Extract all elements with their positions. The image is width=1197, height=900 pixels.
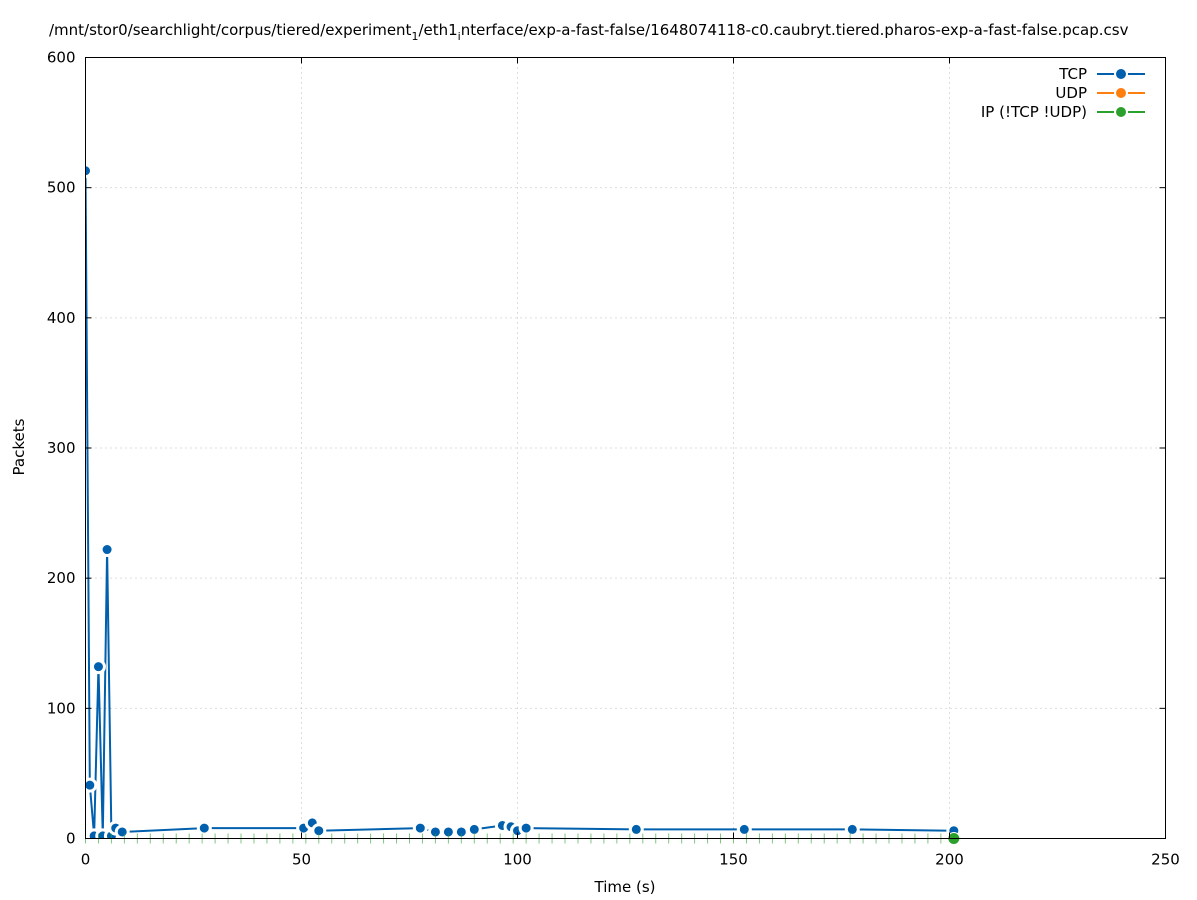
chart-title: /mnt/stor0/searchlight/corpus/tiered/exp… [49, 21, 1129, 43]
legend-marker [1114, 105, 1128, 119]
y-tick-label: 200 [47, 569, 76, 587]
data-point-tcp [90, 659, 106, 675]
y-tick-label: 0 [66, 830, 76, 848]
data-point-tcp [99, 542, 115, 558]
data-point-tcp [628, 821, 644, 837]
legend-label: IP (!TCP !UDP) [981, 103, 1087, 121]
legend-marker [1114, 67, 1128, 81]
data-point-tcp [412, 820, 428, 836]
data-point-tcp [518, 820, 534, 836]
x-tick-label: 100 [503, 851, 532, 869]
legend-label: UDP [1055, 84, 1087, 102]
plot-area [85, 163, 962, 845]
y-tick-label: 400 [47, 309, 76, 327]
series-group [85, 163, 962, 839]
data-point-tcp [736, 821, 752, 837]
y-tick-label: 500 [47, 179, 76, 197]
data-point-tcp [114, 824, 130, 839]
x-tick-label: 200 [935, 851, 964, 869]
data-point-tcp [844, 821, 860, 837]
data-point-tcp [196, 820, 212, 836]
y-tick-label: 300 [47, 439, 76, 457]
x-tick-label: 0 [81, 851, 91, 869]
axis-ticks: 0 50 100 150 200 250 0 100 200 300 400 500 600 [47, 49, 1180, 869]
y-tick-label: 600 [47, 49, 76, 67]
x-tick-label: 150 [719, 851, 748, 869]
y-tick-label: 100 [47, 699, 76, 717]
data-point-tcp [85, 777, 98, 793]
x-tick-label: 50 [292, 851, 311, 869]
grid [85, 57, 1166, 839]
series-line-tcp [85, 170, 954, 839]
x-axis-label: Time (s) [594, 878, 656, 896]
y-axis-label: Packets [10, 418, 28, 475]
data-point-tcp [85, 163, 93, 179]
legend-marker [1114, 86, 1128, 100]
x-tick-label: 250 [1151, 851, 1180, 869]
legend-label: TCP [1058, 65, 1087, 83]
